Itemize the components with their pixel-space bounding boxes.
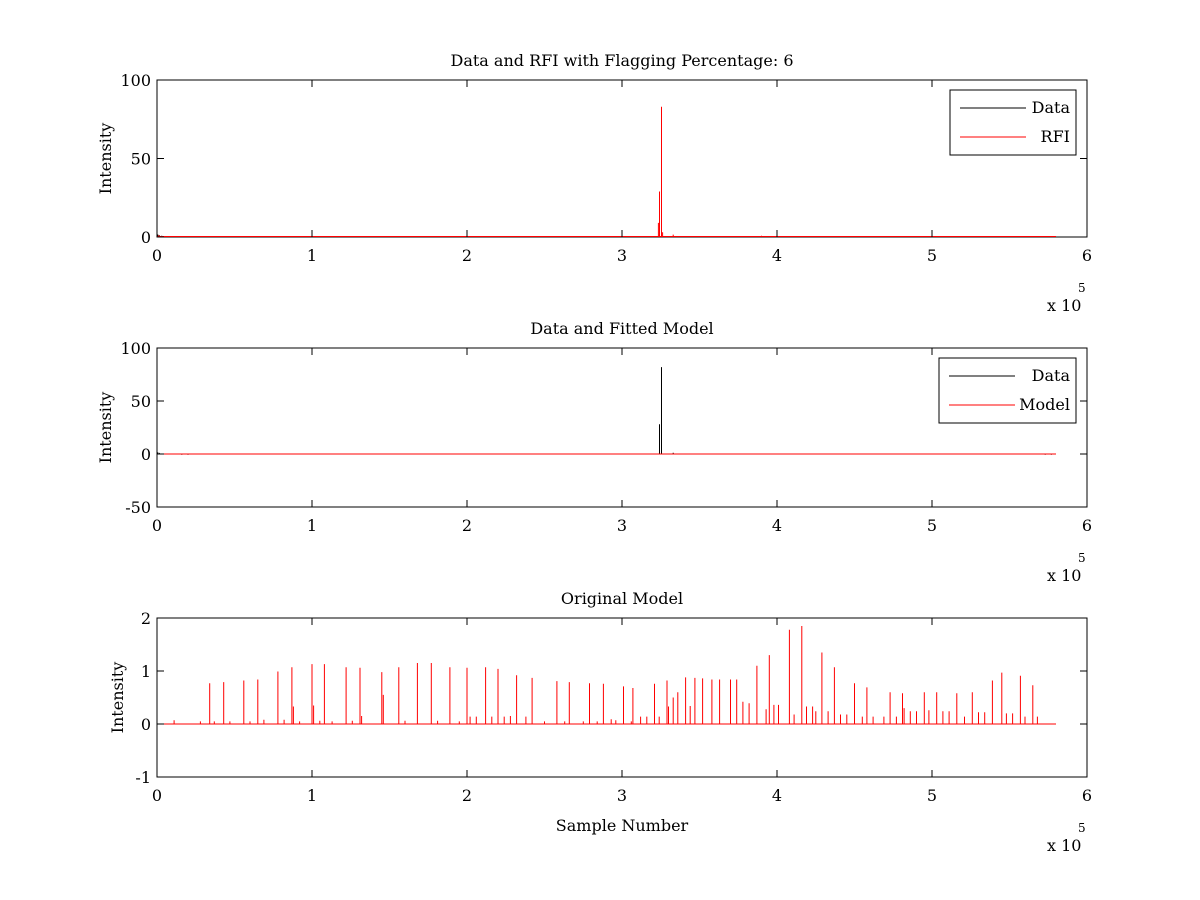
x-axis-multiplier-exponent: 5: [1078, 551, 1086, 565]
x-tick-label: 2: [462, 246, 472, 265]
x-tick-label: 3: [617, 246, 627, 265]
x-tick-label: 6: [1082, 246, 1092, 265]
series-line-rfi: [157, 106, 1056, 237]
x-tick-label: 2: [462, 786, 472, 805]
x-tick-label: 1: [307, 246, 317, 265]
chart-title: Original Model: [561, 589, 683, 608]
legend: Data RFI: [949, 89, 1077, 156]
y-tick-label: 0: [141, 228, 151, 247]
x-tick-label: 4: [772, 786, 782, 805]
x-tick-label: 3: [617, 516, 627, 535]
x-tick-label: 5: [927, 246, 937, 265]
legend-box: [938, 357, 1077, 424]
y-axis-label: Intensity: [96, 123, 115, 195]
series-line-data: [157, 367, 1056, 455]
y-tick-label: 100: [120, 71, 151, 90]
y-tick-label: 50: [131, 150, 151, 169]
y-axis-label: Intensity: [96, 392, 115, 464]
y-tick-label: -1: [135, 768, 151, 787]
y-tick-label: 1: [141, 662, 151, 681]
y-tick-label: 2: [141, 609, 151, 628]
legend-entry-label: RFI: [1041, 127, 1070, 146]
subplot-1: 0 1 2 3 4 5 6 0 50 100 Data and RFI with Flagging …: [96, 51, 1092, 315]
x-tick-label: 2: [462, 516, 472, 535]
x-axis-multiplier: x 10: [1047, 566, 1081, 585]
y-tick-label: 0: [141, 715, 151, 734]
x-axis-multiplier: x 10: [1047, 836, 1081, 855]
y-axis-label: Intensity: [108, 662, 127, 734]
x-tick-label: 5: [927, 516, 937, 535]
axes-frame: [156, 617, 1088, 778]
legend-box: [949, 89, 1077, 156]
x-tick-label: 0: [152, 246, 162, 265]
y-tick-label: -50: [125, 498, 151, 517]
x-tick-label: 5: [927, 786, 937, 805]
x-tick-label: 0: [152, 516, 162, 535]
x-tick-label: 6: [1082, 786, 1092, 805]
axes-frame: [156, 79, 1088, 238]
x-axis-multiplier-exponent: 5: [1078, 281, 1086, 295]
legend-entry-label: Data: [1032, 366, 1071, 385]
y-tick-label: 50: [131, 392, 151, 411]
x-tick-label: 4: [772, 246, 782, 265]
chart-title: Data and Fitted Model: [530, 319, 713, 338]
x-tick-label: 3: [617, 786, 627, 805]
y-tick-label: 0: [141, 445, 151, 464]
x-tick-label: 1: [307, 516, 317, 535]
legend-entry-label: Data: [1032, 98, 1071, 117]
x-axis-label: Sample Number: [556, 816, 689, 835]
legend-entry-label: Model: [1019, 395, 1070, 414]
x-axis-multiplier: x 10: [1047, 296, 1081, 315]
x-tick-label: 1: [307, 786, 317, 805]
legend: Data Model: [938, 357, 1077, 424]
chart-title: Data and RFI with Flagging Percentage: 6: [450, 51, 793, 70]
x-tick-label: 6: [1082, 516, 1092, 535]
series-line-model: [157, 626, 1056, 725]
axes-frame: [156, 347, 1088, 508]
x-axis-multiplier-exponent: 5: [1078, 821, 1086, 835]
x-tick-label: 0: [152, 786, 162, 805]
x-tick-label: 4: [772, 516, 782, 535]
y-tick-label: 100: [120, 339, 151, 358]
